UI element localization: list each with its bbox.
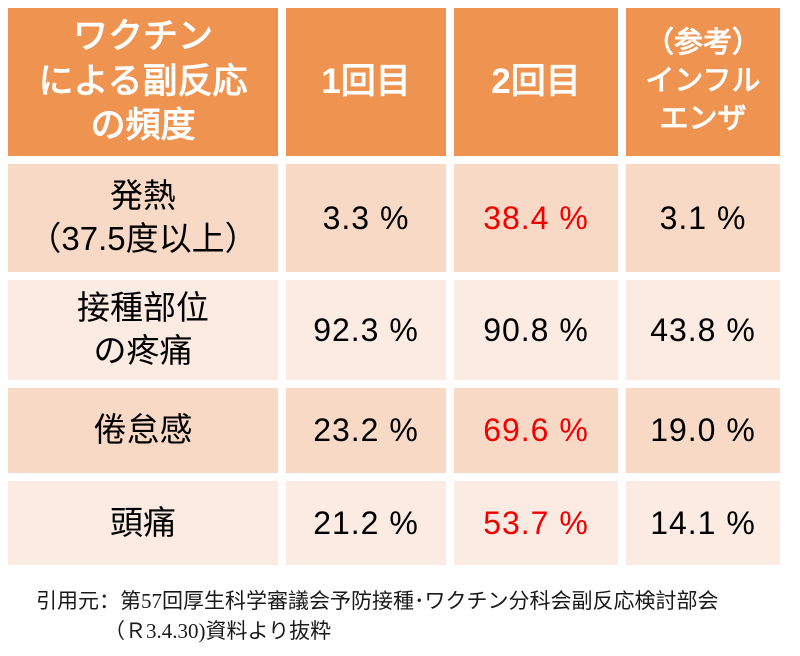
- pain-flu-value: 43.8 %: [626, 280, 780, 380]
- fever-dose1-value: 3.3 %: [286, 164, 446, 272]
- row-label-headache: 頭痛: [8, 481, 278, 565]
- fatigue-flu-value: 19.0 %: [626, 388, 780, 473]
- table-row-fatigue: 倦怠感 23.2 % 69.6 % 19.0 %: [8, 388, 780, 473]
- pain-dose1-value: 92.3 %: [286, 280, 446, 380]
- header-dose2: 2回目: [454, 8, 618, 156]
- table-row-headache: 頭痛 21.2 % 53.7 % 14.1 %: [8, 481, 780, 565]
- headache-dose2-value: 53.7 %: [454, 481, 618, 565]
- citation-line1: 引用元：第57回厚生科学審議会予防接種･ワクチン分科会副反応検討部会: [36, 589, 719, 613]
- fatigue-dose1-value: 23.2 %: [286, 388, 446, 473]
- fever-flu-value: 3.1 %: [626, 164, 780, 272]
- headache-flu-value: 14.1 %: [626, 481, 780, 565]
- header-influenza-reference: （参考） インフル エンザ: [626, 8, 780, 156]
- pain-dose2-value: 90.8 %: [454, 280, 618, 380]
- fatigue-dose2-value: 69.6 %: [454, 388, 618, 473]
- row-label-fatigue: 倦怠感: [8, 388, 278, 473]
- row-label-injection-site-pain: 接種部位 の疼痛: [8, 280, 278, 380]
- headache-dose1-value: 21.2 %: [286, 481, 446, 565]
- header-frequency: ワクチン による副反応 の頻度: [8, 8, 278, 156]
- table-row-injection-site-pain: 接種部位 の疼痛 92.3 % 90.8 % 43.8 %: [8, 280, 780, 380]
- citation-line2: （Ｒ3.4.30)資料より抜粋: [104, 618, 332, 643]
- table-row-fever: 発熱 （37.5度以上） 3.3 % 38.4 % 3.1 %: [8, 164, 780, 272]
- header-dose1: 1回目: [286, 8, 446, 156]
- row-label-fever: 発熱 （37.5度以上）: [8, 164, 278, 272]
- fever-dose2-value: 38.4 %: [454, 164, 618, 272]
- vaccine-side-effects-table: ワクチン による副反応 の頻度 1回目 2回目 （参考） インフル エンザ 発熱…: [8, 8, 780, 565]
- citation: 引用元：第57回厚生科学審議会予防接種･ワクチン分科会副反応検討部会 （Ｒ3.4…: [0, 587, 800, 647]
- table-header-row: ワクチン による副反応 の頻度 1回目 2回目 （参考） インフル エンザ: [8, 8, 780, 156]
